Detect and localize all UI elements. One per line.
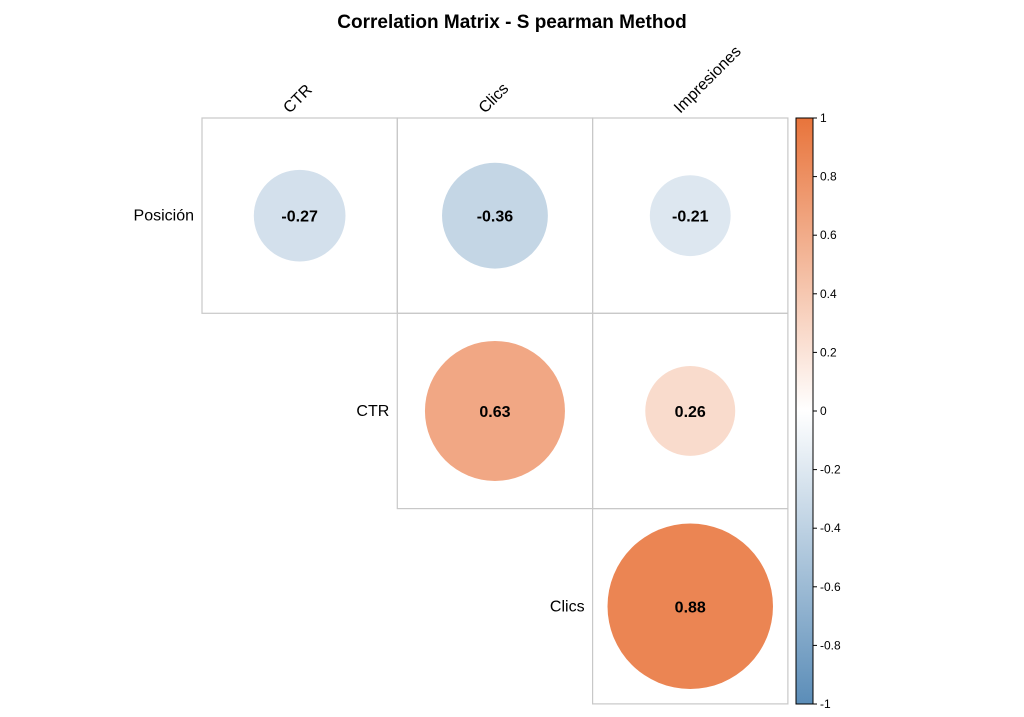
colorbar-tick-label: 0.8 — [820, 170, 837, 184]
column-labels: CTR Clics Impresiones — [280, 43, 744, 117]
colorbar-tick-label: 0.4 — [820, 287, 837, 301]
correlation-circle — [442, 162, 548, 269]
colorbar-tick-label: -0.4 — [820, 521, 841, 535]
colorbar-tick-label: 0 — [820, 404, 827, 418]
colorbar-tick-label: -0.6 — [820, 580, 841, 594]
colorbar-tick-label: -0.8 — [820, 638, 841, 652]
colorbar-tick-label: -1 — [820, 697, 831, 711]
correlation-circle — [607, 523, 773, 689]
correlation-value: 0.88 — [675, 599, 706, 616]
row-label: Posición — [134, 208, 194, 225]
grid-cell — [591, 508, 789, 705]
correlation-value: -0.27 — [281, 209, 318, 226]
column-label: CTR — [280, 82, 315, 117]
colorbar-tick-label: 0.6 — [820, 228, 837, 242]
correlation-value: 0.26 — [675, 404, 706, 421]
correlation-value: -0.21 — [672, 209, 709, 226]
correlation-circle — [253, 169, 346, 262]
correlation-value: -0.36 — [477, 209, 514, 226]
correlation-circle — [424, 340, 565, 481]
chart-title: Correlation Matrix - S pearman Method — [337, 12, 686, 33]
row-label: Clics — [550, 598, 585, 615]
colorbar-gradient — [795, 117, 814, 705]
correlation-circle — [645, 365, 736, 456]
colorbar-tick-label: 0.2 — [820, 345, 837, 359]
colorbar: 1 0.8 0.6 0.4 0.2 0 -0.2 -0.4 -0.6 -0.8 -1 — [795, 111, 841, 711]
correlation-circle — [649, 175, 731, 257]
colorbar-tick-label: 1 — [820, 111, 827, 125]
matrix-grid — [201, 117, 789, 705]
column-label: Clics — [476, 80, 513, 117]
row-labels: Posición CTR Clics — [134, 208, 585, 616]
column-label: Impresiones — [671, 43, 745, 117]
correlation-circles: -0.27 -0.36 -0.21 0.63 0.26 0.88 — [253, 162, 773, 689]
colorbar-tick-label: -0.2 — [820, 463, 841, 477]
correlation-value: 0.63 — [479, 404, 510, 421]
colorbar-ticks: 1 0.8 0.6 0.4 0.2 0 -0.2 -0.4 -0.6 -0.8 -1 — [813, 111, 841, 711]
row-label: CTR — [356, 403, 389, 420]
